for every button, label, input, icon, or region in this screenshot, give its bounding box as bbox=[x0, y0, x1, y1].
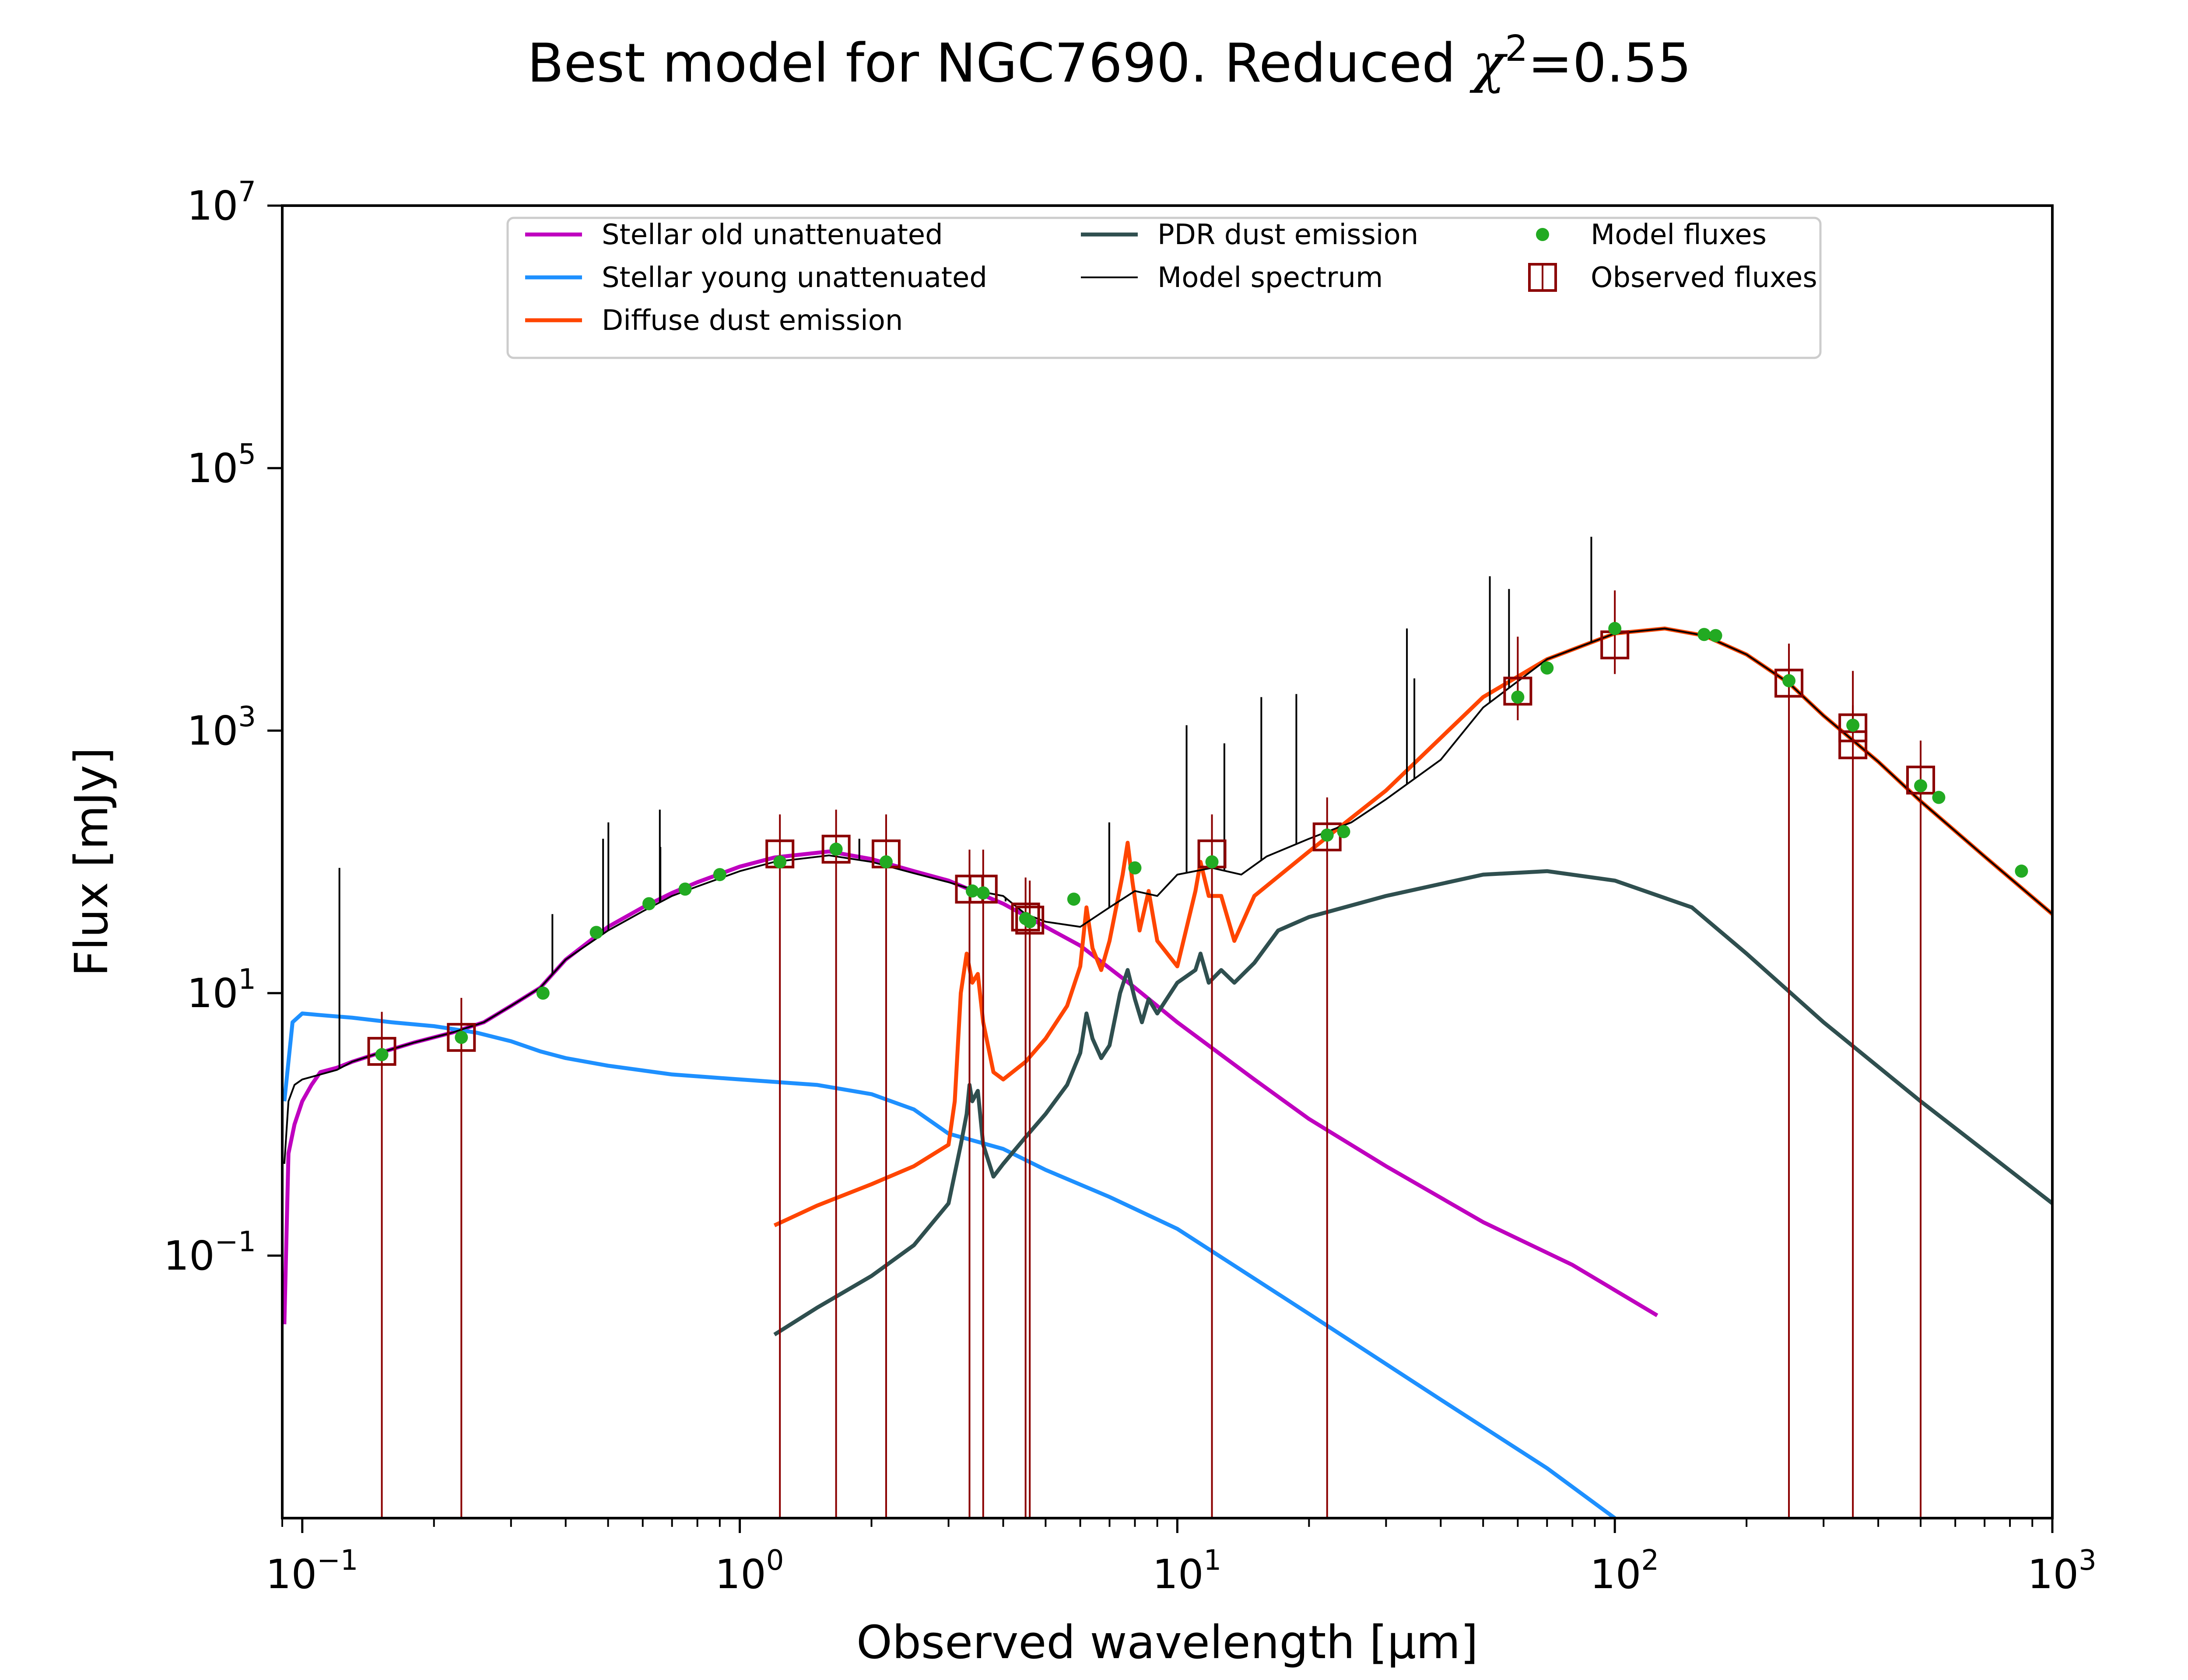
legend-entry-stellar-young-unattenuated: Stellar young unattenuated bbox=[525, 262, 987, 294]
legend-entry-model-spectrum: Model spectrum bbox=[1081, 262, 1383, 294]
series-line-pdr-dust-emission bbox=[773, 869, 2052, 1337]
y-tick-label: 105 bbox=[187, 438, 256, 492]
legend-box bbox=[506, 217, 1822, 359]
ticks-layer: 10−1 100 101 102 103 10−1 101 103 105 107 bbox=[164, 176, 2097, 1598]
model-flux-dot bbox=[2015, 864, 2028, 878]
model-flux-dot bbox=[976, 886, 990, 900]
model-flux-dot bbox=[1205, 855, 1219, 868]
x-tick-label: 101 bbox=[1152, 1544, 1221, 1598]
legend-swatch bbox=[1536, 228, 1549, 241]
observed-flux-marker bbox=[447, 998, 476, 1518]
y-tick-label: 107 bbox=[187, 176, 256, 229]
markers-layer bbox=[367, 590, 2028, 1518]
observed-flux-marker bbox=[1906, 740, 1936, 1518]
legend-entry-observed-fluxes: Observed fluxes bbox=[1528, 262, 1817, 294]
model-flux-dot bbox=[589, 926, 603, 939]
observed-flux-marker bbox=[1011, 877, 1040, 1518]
x-tick-label: 100 bbox=[715, 1544, 784, 1598]
observed-flux-marker bbox=[765, 814, 795, 1518]
observed-flux-marker bbox=[1503, 637, 1532, 721]
model-flux-dot bbox=[1023, 915, 1037, 928]
series-line-stellar-young-unattenuated bbox=[282, 1012, 1616, 1518]
chi-symbol: χ bbox=[1473, 32, 1505, 94]
model-flux-dot bbox=[1914, 779, 1928, 793]
x-tick-label: 102 bbox=[1590, 1544, 1659, 1598]
legend-label: PDR dust emission bbox=[1157, 219, 1418, 251]
observed-flux-marker bbox=[968, 849, 998, 1518]
x-tick-label: 10−1 bbox=[266, 1544, 358, 1598]
model-flux-dot bbox=[1782, 674, 1796, 687]
series-line-model-spectrum bbox=[283, 627, 2052, 1164]
model-flux-dot bbox=[965, 884, 979, 898]
legend-label: Stellar old unattenuated bbox=[602, 219, 943, 251]
chart-title-suffix: =0.55 bbox=[1528, 32, 1692, 94]
model-flux-dot bbox=[1540, 661, 1554, 675]
observed-flux-marker bbox=[367, 1012, 396, 1518]
y-tick-label: 103 bbox=[187, 701, 256, 754]
observed-flux-marker bbox=[1312, 797, 1342, 1518]
model-flux-dot bbox=[1067, 892, 1080, 906]
legend: Stellar old unattenuated Stellar young un… bbox=[506, 217, 1822, 359]
observed-flux-marker bbox=[821, 809, 851, 1518]
x-tick-label: 103 bbox=[2027, 1544, 2097, 1598]
model-flux-dot bbox=[1608, 622, 1622, 635]
legend-entry-pdr-dust-emission: PDR dust emission bbox=[1081, 219, 1418, 251]
observed-flux-marker bbox=[1774, 644, 1804, 1518]
model-flux-dot bbox=[879, 855, 893, 868]
legend-label: Model fluxes bbox=[1591, 219, 1767, 251]
model-flux-dot bbox=[773, 855, 787, 868]
legend-entry-stellar-old-unattenuated: Stellar old unattenuated bbox=[525, 219, 943, 251]
y-tick-label: 10−1 bbox=[164, 1226, 256, 1279]
x-axis-label: Observed wavelength [μm] bbox=[856, 1616, 1478, 1669]
observed-flux-marker bbox=[871, 814, 901, 1518]
legend-entry-diffuse-dust-emission: Diffuse dust emission bbox=[525, 304, 903, 337]
legend-label: Diffuse dust emission bbox=[602, 304, 903, 337]
model-flux-dot bbox=[1709, 629, 1722, 642]
axes-frame bbox=[281, 204, 2054, 1519]
model-flux-dot bbox=[1846, 718, 1860, 732]
model-flux-dot bbox=[1320, 828, 1334, 842]
chart-title: Best model for NGC7690. Reduced χ2=0.55 bbox=[0, 28, 2188, 94]
observed-flux-marker bbox=[1838, 705, 1868, 1518]
model-flux-dot bbox=[1697, 628, 1711, 641]
model-flux-dot bbox=[713, 868, 726, 882]
model-flux-dot bbox=[455, 1031, 468, 1044]
model-flux-dot bbox=[642, 897, 656, 910]
model-flux-dot bbox=[536, 987, 550, 1000]
model-flux-dot bbox=[829, 842, 843, 856]
legend-entry-model-fluxes: Model fluxes bbox=[1536, 219, 1767, 251]
model-flux-dot bbox=[1932, 791, 1946, 804]
chart-title-prefix: Best model for NGC7690. Reduced bbox=[527, 32, 1473, 94]
y-axis-label: Flux [mJy] bbox=[65, 747, 118, 976]
model-flux-dot bbox=[1128, 861, 1142, 875]
model-flux-dot bbox=[1511, 690, 1525, 704]
series-layer bbox=[282, 536, 2052, 1518]
model-flux-dot bbox=[375, 1048, 389, 1061]
observed-flux-marker bbox=[955, 849, 984, 1518]
y-tick-label: 101 bbox=[187, 963, 256, 1017]
legend-label: Observed fluxes bbox=[1591, 262, 1817, 294]
observed-flux-marker bbox=[1015, 880, 1045, 1518]
observed-flux-marker bbox=[1197, 814, 1227, 1518]
series-line-diffuse-dust-emission bbox=[773, 626, 2052, 1227]
chi-exponent: 2 bbox=[1505, 28, 1528, 70]
model-flux-dot bbox=[1337, 825, 1350, 838]
legend-label: Model spectrum bbox=[1157, 262, 1383, 294]
legend-label: Stellar young unattenuated bbox=[602, 262, 987, 294]
series-line-stellar-old-unattenuated bbox=[282, 849, 1659, 1325]
legend-swatch bbox=[1528, 263, 1557, 292]
model-flux-dot bbox=[678, 882, 692, 896]
